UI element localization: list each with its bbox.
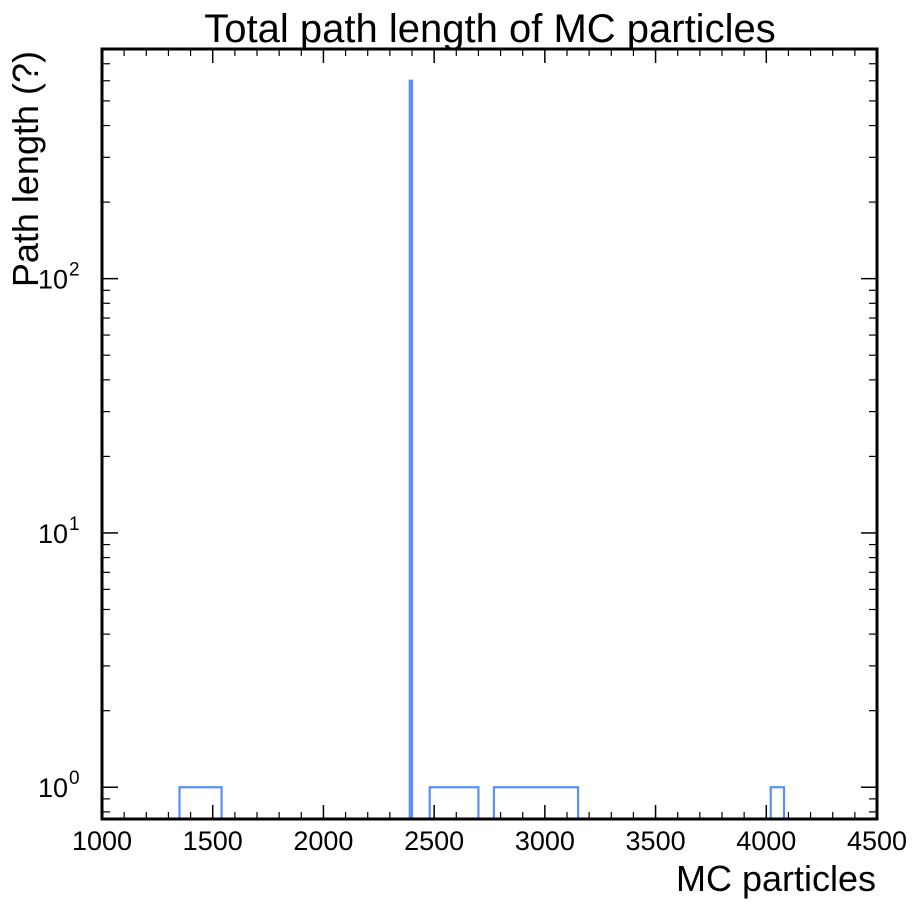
y-tick-label: 10 bbox=[38, 519, 68, 549]
x-tick-label: 1000 bbox=[72, 826, 132, 856]
histogram-bin bbox=[408, 79, 414, 819]
x-tick-labels: 1000 1500 2000 2500 3000 3500 4000 4500 bbox=[72, 826, 907, 856]
axis-ticks bbox=[101, 48, 878, 819]
histogram-bins bbox=[178, 79, 786, 819]
y-tick-exponent: 0 bbox=[69, 768, 80, 789]
x-axis-label: MC particles bbox=[676, 858, 876, 899]
histogram-bin bbox=[492, 786, 580, 819]
y-tick-label: 10 bbox=[38, 773, 68, 803]
x-tick-label: 4500 bbox=[847, 826, 907, 856]
chart-title: Total path length of MC particles bbox=[204, 7, 775, 51]
y-axis-label: Path length (?) bbox=[5, 51, 46, 287]
y-tick-exponent: 2 bbox=[69, 260, 80, 281]
y-tick-label: 10 bbox=[38, 265, 68, 295]
x-tick-label: 3500 bbox=[626, 826, 686, 856]
x-tick-label: 2500 bbox=[404, 826, 464, 856]
histogram-bin bbox=[178, 786, 223, 819]
histogram-bin bbox=[428, 786, 480, 819]
x-tick-label: 4000 bbox=[736, 826, 796, 856]
x-tick-label: 2000 bbox=[293, 826, 353, 856]
x-tick-label: 3000 bbox=[515, 826, 575, 856]
x-tick-label: 1500 bbox=[183, 826, 243, 856]
y-tick-exponent: 1 bbox=[69, 514, 80, 535]
histogram-bin bbox=[769, 786, 786, 819]
plot-frame bbox=[100, 47, 879, 821]
